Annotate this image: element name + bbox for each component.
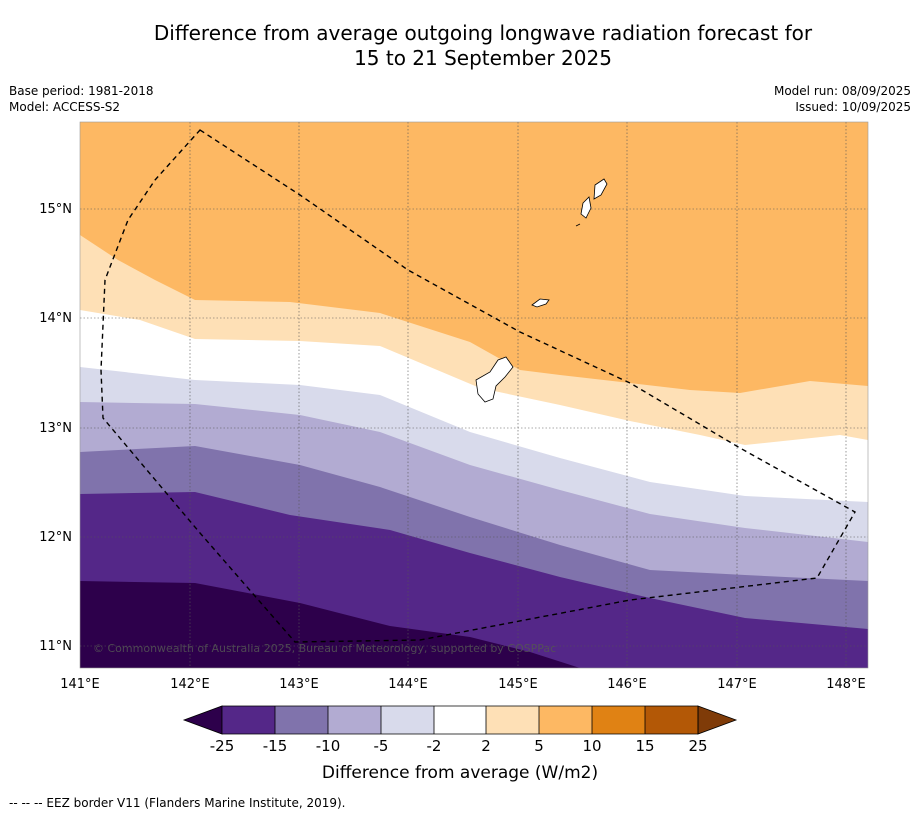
colorbar-swatch-5 [434,706,486,734]
colorbar-tick-label: -15 [263,737,288,755]
copyright-notice: © Commonwealth of Australia 2025, Bureau… [93,642,556,655]
colorbar-tick-label: 15 [635,737,654,755]
lon-tick-141e: 141°E [60,677,100,692]
map-frame [79,121,869,669]
lon-tick-148e: 148°E [826,677,866,692]
lon-tick-145e: 145°E [498,677,538,692]
colorbar-tick-label: 5 [534,737,544,755]
lon-tick-146e: 146°E [607,677,647,692]
issued-label: Issued: 10/09/2025 [795,100,911,114]
lon-axis-labels: 141°E 142°E 143°E 144°E 145°E 146°E 147°… [60,677,866,692]
lon-tick-143e: 143°E [279,677,319,692]
rota-island [531,298,550,308]
colorbar-tick-label: 25 [688,737,707,755]
colorbar-tick-label: 2 [481,737,491,755]
graticule [80,122,868,668]
lon-tick-147e: 147°E [717,677,757,692]
islands [475,178,608,403]
colorbar-swatch-1 [222,706,275,734]
colorbar-tick-label: -5 [374,737,389,755]
title-line-2: 15 to 21 September 2025 [354,46,612,70]
lat-tick-12n: 12°N [39,530,72,545]
lon-tick-142e: 142°E [170,677,210,692]
tinian-island [580,196,592,219]
meta-right: Model run: 08/09/2025 Issued: 10/09/2025 [774,83,911,115]
lat-tick-15n: 15°N [39,202,72,217]
saipan-island [593,178,608,200]
lat-axis-labels: 11°N 12°N 13°N 14°N 15°N [39,202,72,654]
chart-title: Difference from average outgoing longwav… [0,21,919,71]
colorbar-swatch-6 [486,706,539,734]
colorbar-extend-high [697,705,738,735]
lon-tick-144e: 144°E [388,677,428,692]
lat-tick-11n: 11°N [39,639,72,654]
meta-left: Base period: 1981-2018 Model: ACCESS-S2 [9,83,154,115]
lat-tick-13n: 13°N [39,421,72,436]
colorbar-swatch-7 [539,706,592,734]
model-run-label: Model run: 08/09/2025 [773,84,911,98]
colorbar-swatch-2 [275,706,328,734]
title-line-1: Difference from average outgoing longwav… [153,21,813,45]
eez-legend-note: -- -- -- EEZ border V11 (Flanders Marine… [9,796,346,810]
map-area: © Commonwealth of Australia 2025, Bureau… [80,122,868,668]
colorbar-swatch-3 [328,706,381,734]
lat-tick-14n: 14°N [39,311,72,326]
colorbar-tick-label: 10 [582,737,601,755]
base-period-label: Base period: 1981-2018 [9,84,154,98]
colorbar-tick-label: -10 [316,737,341,755]
colorbar-extend-low [182,705,223,735]
colorbar-tick-label: -2 [427,737,442,755]
aguijan-islet [575,223,581,227]
colorbar-swatch-4 [381,706,434,734]
guam-island [475,356,514,403]
colorbar-tick-label: -25 [210,737,235,755]
colorbar: -25 -15 -10 -5 -2 2 5 10 15 25 Differenc… [182,705,738,783]
model-label: Model: ACCESS-S2 [9,100,121,114]
colorbar-swatch-8 [592,706,645,734]
colorbar-title: Difference from average (W/m2) [322,763,598,783]
colorbar-swatch-9 [645,706,698,734]
